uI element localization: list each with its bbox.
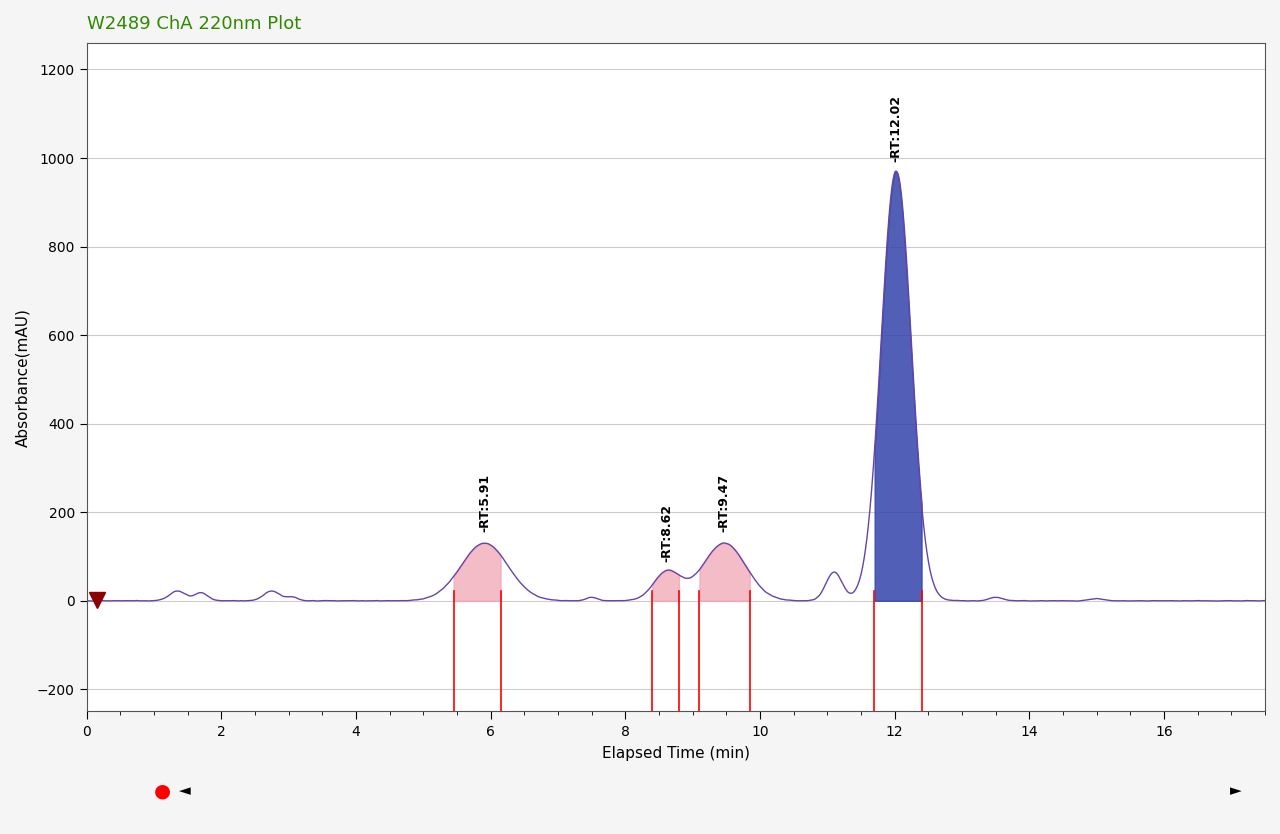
Text: -RT:8.62: -RT:8.62 bbox=[660, 504, 673, 562]
Text: W2489 ChA 220nm Plot: W2489 ChA 220nm Plot bbox=[87, 15, 301, 33]
Text: ◄: ◄ bbox=[179, 783, 191, 798]
Text: -RT:9.47: -RT:9.47 bbox=[718, 474, 731, 532]
Text: -RT:5.91: -RT:5.91 bbox=[477, 474, 492, 532]
Text: -RT:12.02: -RT:12.02 bbox=[890, 95, 902, 163]
Text: ►: ► bbox=[1230, 783, 1242, 798]
X-axis label: Elapsed Time (min): Elapsed Time (min) bbox=[602, 746, 750, 761]
Y-axis label: Absorbance(mAU): Absorbance(mAU) bbox=[15, 308, 29, 447]
Text: ●: ● bbox=[154, 781, 170, 801]
